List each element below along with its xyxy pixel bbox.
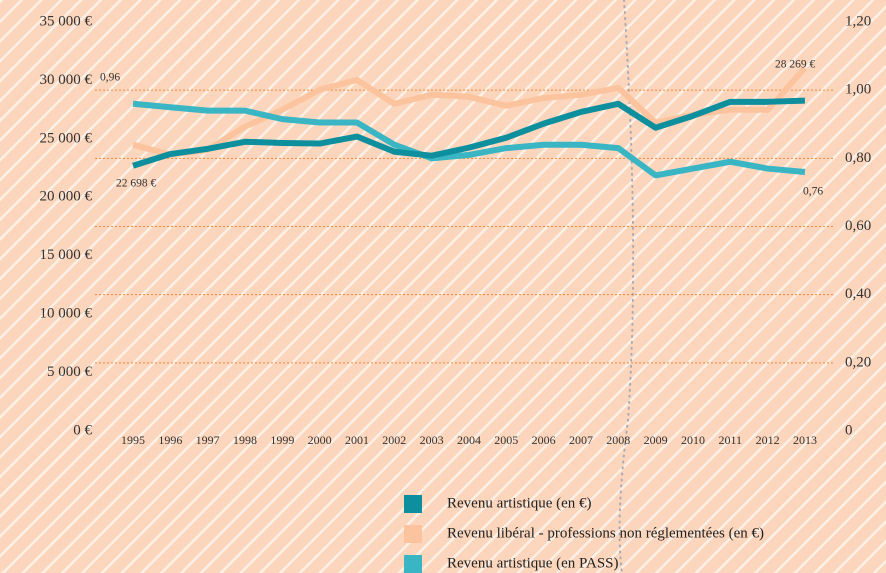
y-tick-label: 20 000 €	[40, 189, 93, 205]
x-tick-label: 2006	[532, 433, 556, 447]
x-tick-label: 2008	[606, 433, 630, 447]
y-tick-label: 5 000 €	[47, 364, 93, 380]
series-line	[132, 97, 806, 169]
x-tick-label: 2007	[569, 433, 593, 447]
x-tick-label: 2013	[793, 433, 817, 447]
divider	[618, 0, 635, 573]
y-tick-label: 25 000 €	[40, 130, 93, 146]
y-tick-label: 35 000 €	[40, 13, 93, 29]
legend-label: Revenu libéral - professions non régleme…	[447, 525, 764, 541]
y2-tick-label: 1,00	[845, 82, 871, 98]
x-tick-label: 2004	[457, 433, 481, 447]
x-tick-label: 2012	[756, 433, 780, 447]
y2-tick-label: 0	[845, 422, 853, 438]
y2-tick-label: 1,20	[845, 13, 871, 29]
y-tick-label: 10 000 €	[40, 306, 93, 322]
x-tick-label: 2002	[382, 433, 406, 447]
y-tick-label: 15 000 €	[40, 247, 93, 263]
y2-tick-label: 0,60	[845, 218, 871, 234]
data-label: 0,96	[100, 71, 120, 83]
legend-swatch	[404, 495, 422, 513]
y2-tick-label: 0,40	[845, 286, 871, 302]
x-tick-label: 1996	[158, 433, 182, 447]
legend-label: Revenu artistique (en €)	[447, 495, 592, 511]
x-tick-label: 2010	[681, 433, 705, 447]
x-tick-label: 2003	[420, 433, 444, 447]
legend-swatch	[404, 525, 422, 543]
x-tick-label: 1998	[233, 433, 257, 447]
data-label: 0,76	[803, 186, 823, 198]
y2-tick-label: 0,80	[845, 150, 871, 166]
y-tick-label: 0 €	[73, 422, 92, 438]
x-tick-label: 2000	[308, 433, 332, 447]
x-tick-label: 2009	[644, 433, 668, 447]
x-tick-label: 1999	[270, 433, 294, 447]
x-tick-label: 2005	[494, 433, 518, 447]
data-label: 28 269 €	[775, 58, 816, 70]
legend-swatch	[404, 555, 422, 573]
x-tick-label: 1997	[196, 433, 220, 447]
series-line	[132, 100, 806, 179]
y-tick-label: 30 000 €	[40, 72, 93, 88]
x-tick-label: 2001	[345, 433, 369, 447]
x-tick-label: 1995	[121, 433, 145, 447]
x-tick-label: 2011	[718, 433, 742, 447]
legend-label: Revenu artistique (en PASS)	[447, 555, 619, 571]
data-label: 22 698 €	[116, 177, 157, 189]
y2-tick-label: 0,20	[845, 354, 871, 370]
